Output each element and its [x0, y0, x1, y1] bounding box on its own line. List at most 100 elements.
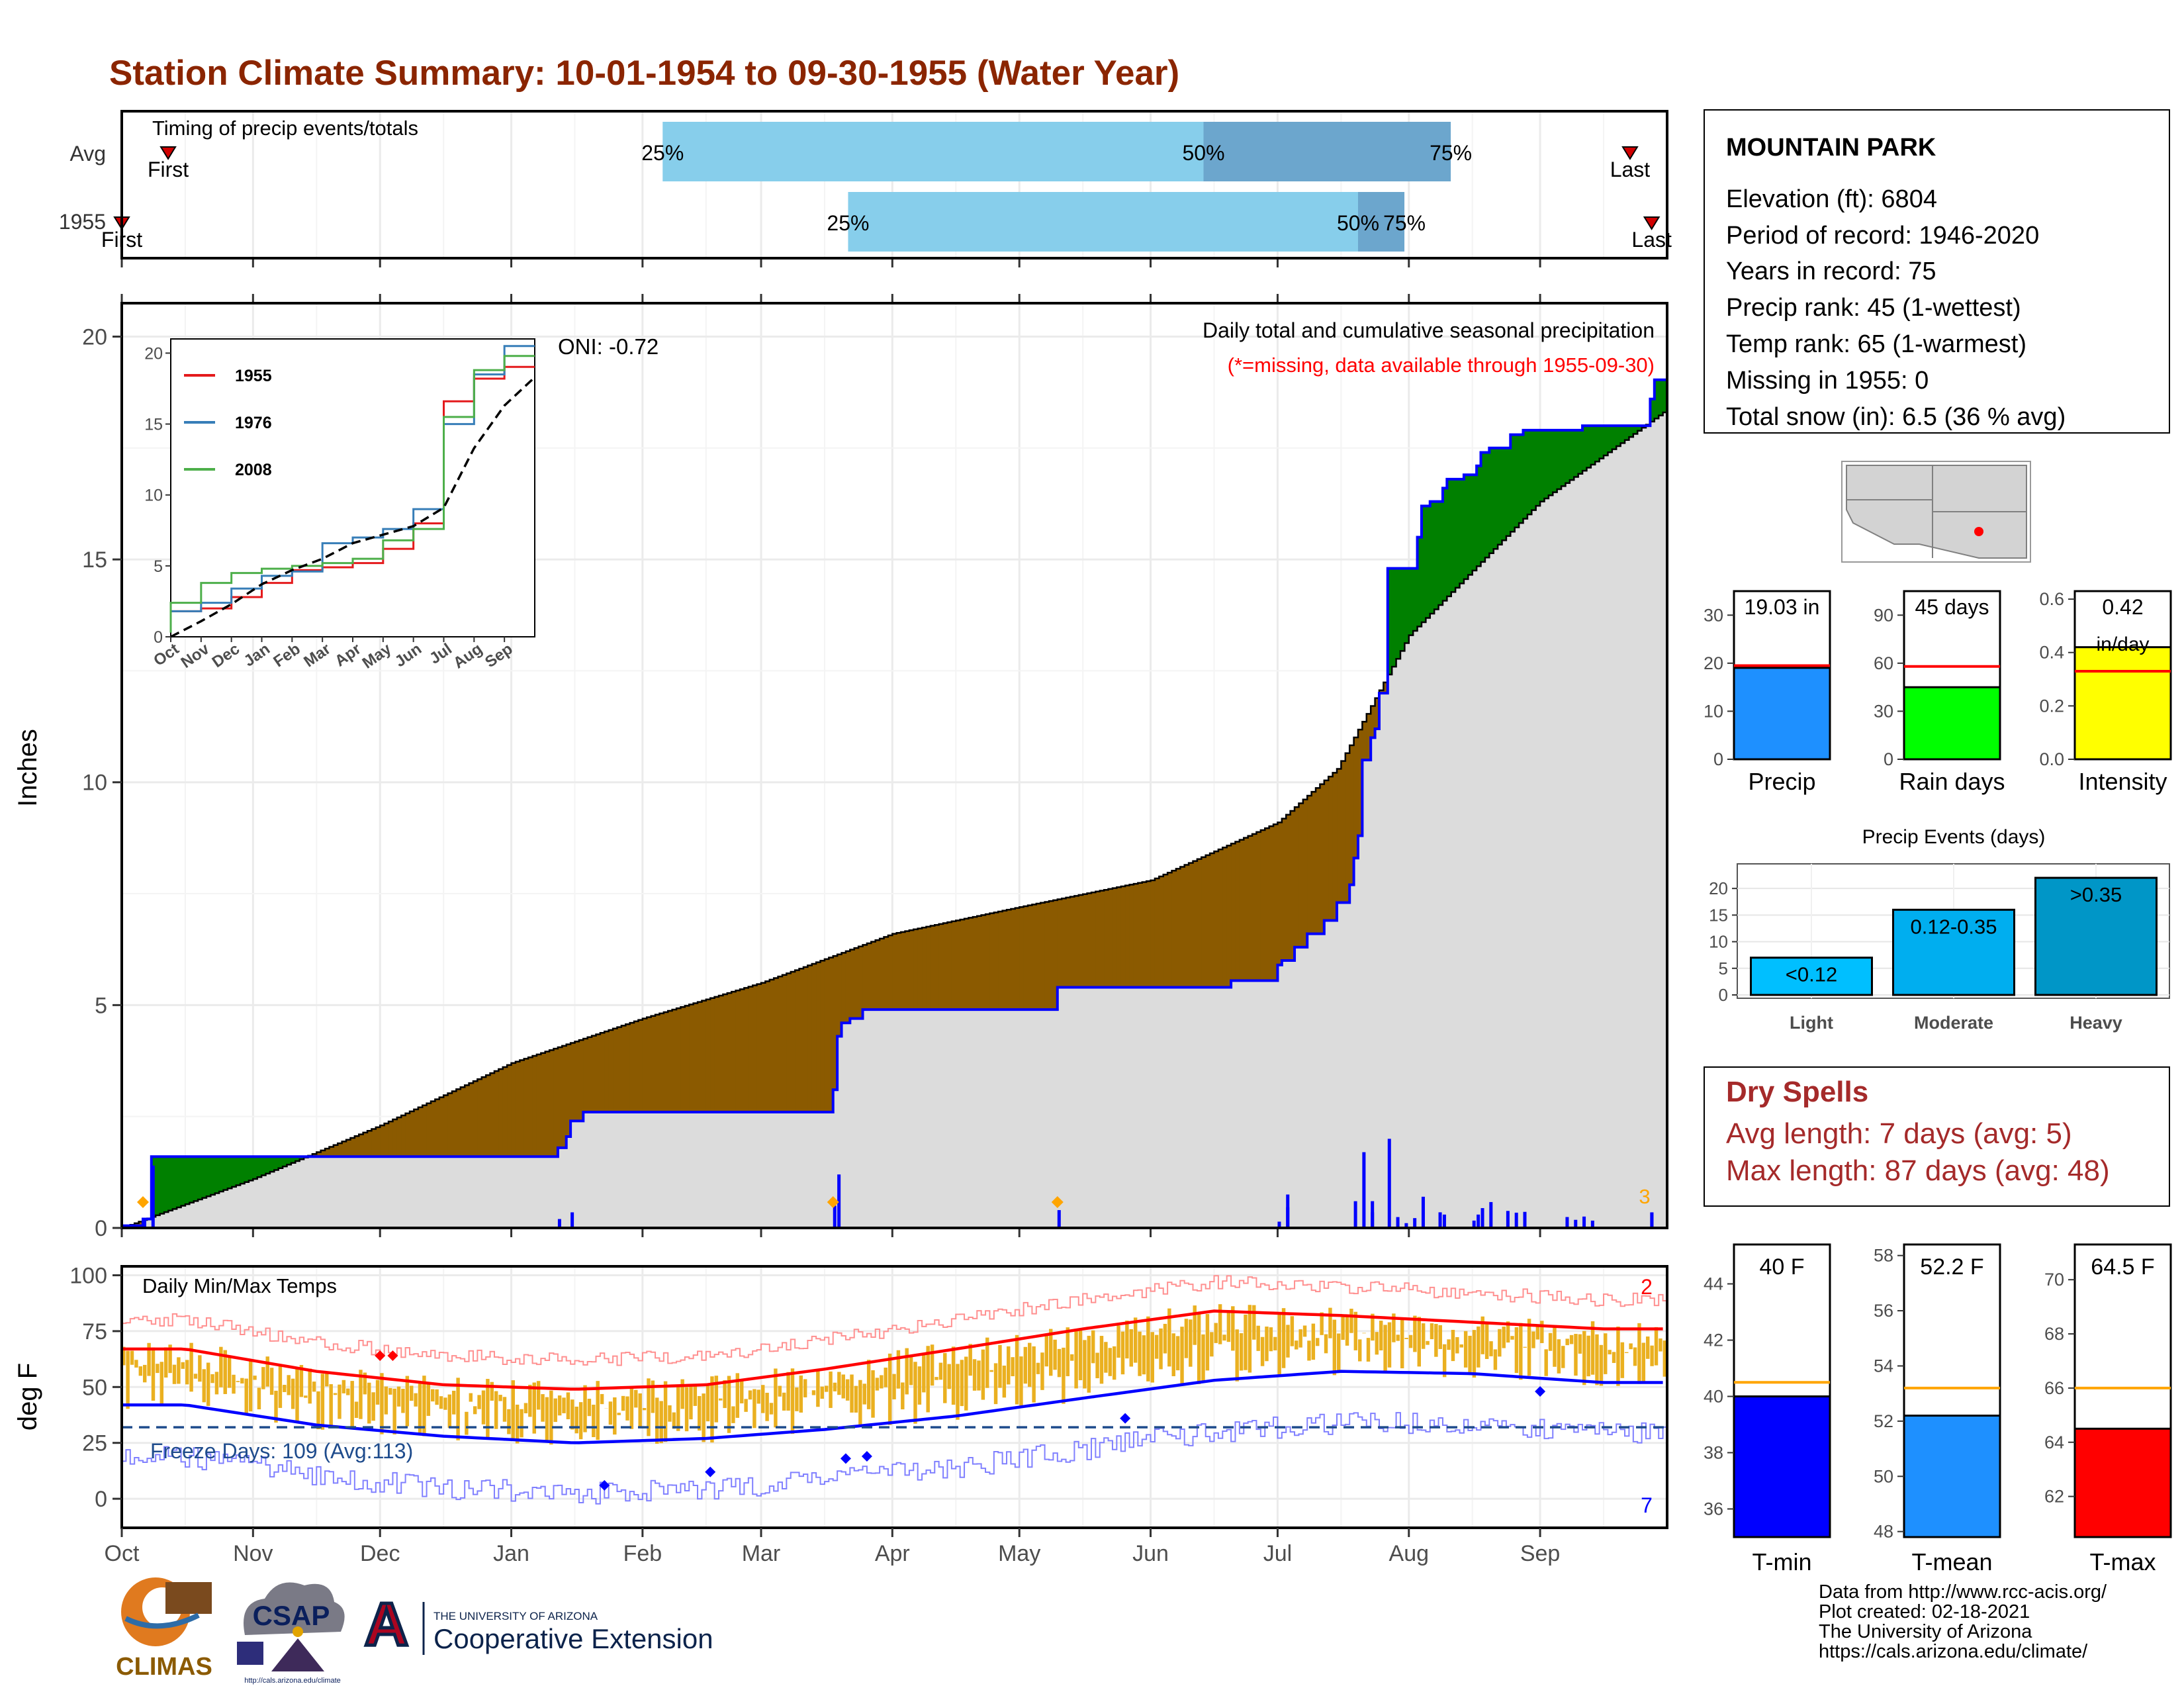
above-average-fill	[1540, 430, 1545, 502]
above-average-fill	[291, 1156, 296, 1163]
daily-temp-bar	[782, 1392, 786, 1411]
below-average-fill	[926, 926, 931, 1010]
below-average-fill	[1032, 904, 1037, 1010]
daily-temp-bar	[1629, 1343, 1633, 1350]
daily-precip-bar	[1387, 1139, 1391, 1228]
daily-temp-bar	[1519, 1323, 1523, 1380]
daily-temp-bar	[354, 1401, 359, 1419]
daily-temp-bar	[1095, 1352, 1099, 1379]
daily-temp-bar	[481, 1390, 486, 1425]
daily-temp-bar	[875, 1378, 880, 1391]
daily-temp-bar	[956, 1364, 960, 1420]
daily-temp-bar	[926, 1346, 930, 1413]
below-average-fill	[1226, 845, 1232, 988]
below-average-fill	[520, 1060, 525, 1157]
below-average-fill	[562, 1045, 567, 1148]
daily-temp-bar	[1231, 1306, 1235, 1351]
daily-temp-bar	[740, 1380, 744, 1404]
month-tick-label: Jul	[1263, 1541, 1292, 1566]
daily-precip-bar	[1396, 1217, 1400, 1228]
below-average-fill	[1277, 822, 1283, 965]
below-average-fill	[647, 1017, 652, 1112]
below-average-fill	[795, 970, 800, 1112]
daily-precip-bar	[1480, 1208, 1484, 1228]
tmin-value-label: 40 F	[1759, 1254, 1804, 1280]
snow-day-marker	[827, 1196, 839, 1208]
below-average-fill	[663, 1011, 668, 1112]
inset-plot-area	[169, 345, 536, 638]
below-average-fill	[727, 993, 732, 1112]
daily-temp-bar	[341, 1380, 346, 1393]
tmax-y-tick-label: 64	[2044, 1432, 2064, 1452]
daily-temp-bar	[1256, 1325, 1260, 1351]
daily-temp-bar	[1002, 1365, 1007, 1398]
below-average-fill	[1184, 865, 1189, 988]
below-average-fill	[426, 1103, 432, 1157]
daily-temp-bar	[1400, 1319, 1404, 1369]
daily-temp-bar	[951, 1346, 956, 1405]
above-average-fill	[1637, 426, 1643, 431]
below-average-fill	[1324, 780, 1329, 921]
ua-logo-bottom-text: Cooperative Extension	[433, 1623, 713, 1654]
below-average-fill	[964, 918, 970, 1010]
below-average-fill	[460, 1087, 465, 1157]
below-average-fill	[528, 1057, 533, 1157]
daily-temp-bar	[283, 1384, 287, 1392]
daily-temp-bar	[668, 1405, 672, 1422]
below-average-fill	[934, 925, 940, 1010]
daily-temp-bar	[346, 1388, 350, 1395]
below-average-fill	[968, 917, 974, 1010]
intensity-value-label: 0.42	[2102, 595, 2143, 619]
below-average-fill	[1286, 814, 1291, 961]
record-low-marker	[705, 1466, 716, 1477]
daily-temp-bar	[693, 1385, 698, 1406]
daily-temp-bar	[507, 1409, 511, 1434]
daily-temp-bar	[1298, 1329, 1302, 1348]
precip-axis-label: Precip	[1748, 768, 1815, 795]
month-tick-label: Oct	[105, 1541, 140, 1566]
daily-temp-bar	[520, 1409, 523, 1438]
daily-temp-bar	[159, 1362, 164, 1405]
below-average-fill	[574, 1041, 580, 1121]
above-average-fill	[299, 1156, 304, 1160]
daily-temp-bar	[562, 1397, 566, 1413]
above-average-fill	[168, 1156, 173, 1211]
daily-temp-bar	[1320, 1312, 1324, 1335]
below-average-fill	[1036, 904, 1041, 1010]
daily-temp-bar	[1163, 1323, 1167, 1354]
daily-precip-bar	[1286, 1207, 1290, 1228]
above-average-fill	[1561, 430, 1567, 487]
daily-temp-bar	[1578, 1334, 1582, 1354]
daily-temp-bar	[871, 1370, 875, 1418]
below-average-fill	[1295, 807, 1300, 947]
tmin-record-count: 7	[1641, 1493, 1653, 1517]
below-average-fill	[1146, 881, 1152, 988]
daily-temp-bar	[1205, 1313, 1210, 1371]
daily-temp-bar	[1074, 1329, 1078, 1389]
below-average-fill	[689, 1004, 694, 1112]
daily-temp-bar	[1290, 1316, 1295, 1346]
below-average-fill	[824, 959, 829, 1112]
below-average-fill	[536, 1054, 541, 1157]
daily-temp-bar	[236, 1381, 240, 1382]
daily-temp-bar	[1341, 1314, 1345, 1340]
tmean-y-tick-label: 50	[1874, 1466, 1893, 1486]
above-average-fill	[1595, 426, 1600, 462]
inset-y-tick-label: 0	[154, 628, 163, 647]
above-average-fill	[1620, 426, 1625, 444]
below-average-fill	[1167, 872, 1173, 988]
daily-precip-bar	[1582, 1216, 1586, 1228]
precip-events-plot: 0 5 10 15 20 <0.12 Light 0.12-0.35 Moderate >0.35…	[1709, 864, 2169, 1033]
daily-temp-bar	[1129, 1329, 1133, 1367]
temp-y-axis-label: deg F	[13, 1363, 42, 1430]
daily-temp-bar	[820, 1386, 824, 1399]
events-y-tick-label: 20	[1709, 878, 1728, 898]
below-average-fill	[841, 953, 846, 1023]
daily-temp-bar	[536, 1381, 541, 1410]
daily-temp-bar	[1023, 1346, 1028, 1384]
above-average-fill	[1477, 465, 1482, 567]
daily-temp-bar	[1146, 1316, 1150, 1382]
daily-temp-bar	[1408, 1335, 1413, 1348]
above-average-fill	[295, 1156, 300, 1162]
